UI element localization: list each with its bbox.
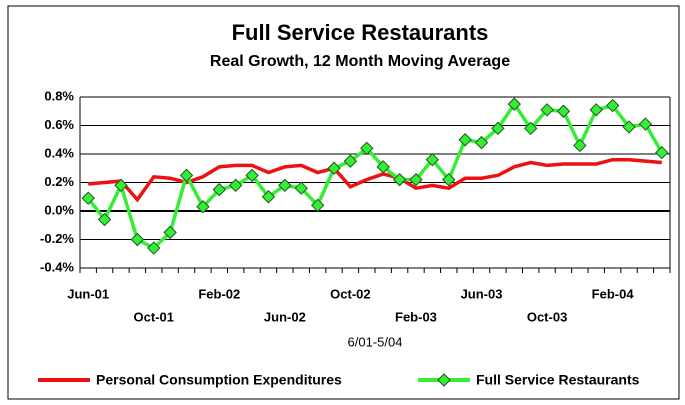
chart-title: Full Service Restaurants [232,20,489,45]
chart-subtitle: Real Growth, 12 Month Moving Average [210,53,510,70]
point-marker [442,172,456,187]
x-tick-label: Oct-02 [330,286,370,301]
point-marker [360,141,374,156]
point-marker [392,172,407,187]
point-marker [327,161,341,175]
point-marker [376,160,390,174]
y-tick-label: 0.0% [44,202,74,217]
point-marker [507,97,522,111]
point-marker [228,178,243,193]
x-tick-label: Feb-04 [592,286,635,301]
point-marker [97,212,112,227]
point-marker [212,182,227,197]
point-marker [294,181,308,195]
y-tick-label: -0.4% [40,259,74,274]
y-tick-label: 0.8% [44,88,74,103]
point-marker [425,152,440,167]
point-marker [458,133,472,147]
legend-marker [437,373,451,387]
point-marker [523,121,538,136]
point-marker [655,145,669,160]
x-tick-label: Jun-01 [67,286,109,301]
y-tick-label: 0.2% [44,174,74,189]
point-marker [278,178,292,193]
point-marker [540,103,554,117]
x-tick-label: Oct-01 [134,309,174,324]
point-marker [310,198,325,213]
point-marker [573,138,587,153]
point-marker [474,135,489,150]
y-tick-label: -0.2% [40,231,74,246]
x-tick-label: Feb-02 [198,286,240,301]
point-marker [179,168,194,183]
point-marker [638,117,653,131]
x-tick-label: Oct-03 [527,309,567,324]
point-marker [196,200,210,214]
chart-border [7,5,680,400]
point-marker [245,168,259,183]
point-marker [163,225,177,240]
point-marker [114,178,128,193]
series-line [86,101,664,251]
point-marker [261,190,276,204]
legend-label: Full Service Restaurants [476,372,640,388]
point-marker [81,191,95,205]
point-marker [343,154,358,168]
point-marker [589,103,603,117]
x-axis-title: 6/01-5/04 [348,334,403,349]
point-marker [130,232,145,247]
legend-label: Personal Consumption Expenditures [96,372,342,388]
point-marker [147,241,161,255]
point-marker [409,172,423,187]
point-marker [622,120,636,134]
y-tick-label: 0.4% [44,145,74,160]
x-tick-label: Jun-03 [461,286,503,301]
point-marker [556,104,571,118]
point-marker [605,98,620,113]
x-tick-label: Feb-03 [395,309,437,324]
y-tick-label: 0.6% [44,117,74,132]
x-tick-label: Jun-02 [264,309,306,324]
point-marker [491,121,505,136]
